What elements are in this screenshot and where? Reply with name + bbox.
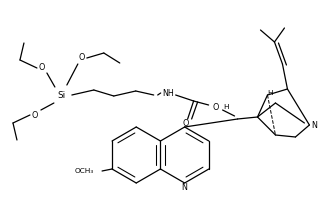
Text: OCH₃: OCH₃ (75, 168, 94, 174)
Text: Si: Si (58, 90, 66, 100)
Text: H: H (223, 104, 228, 110)
Text: O: O (183, 119, 189, 127)
Text: N: N (311, 121, 317, 129)
Text: N: N (182, 182, 188, 191)
Text: O: O (79, 54, 85, 62)
Text: NH: NH (162, 88, 174, 98)
Text: O: O (212, 102, 219, 112)
Text: H: H (268, 90, 273, 96)
Text: O: O (32, 110, 38, 120)
Text: O: O (39, 63, 45, 73)
